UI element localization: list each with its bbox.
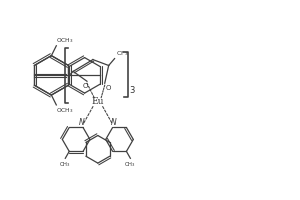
Text: O: O — [82, 83, 88, 89]
Text: Eu: Eu — [92, 97, 104, 106]
Text: 3: 3 — [129, 86, 135, 95]
Text: CH$_3$: CH$_3$ — [59, 160, 71, 169]
Text: OCH$_3$: OCH$_3$ — [56, 36, 74, 45]
Text: CH$_3$: CH$_3$ — [124, 160, 136, 169]
Text: OCH$_3$: OCH$_3$ — [56, 106, 74, 115]
Text: N: N — [111, 118, 116, 127]
Text: O: O — [106, 85, 111, 91]
Text: CF$_3$: CF$_3$ — [116, 49, 128, 58]
Text: N: N — [79, 118, 85, 127]
